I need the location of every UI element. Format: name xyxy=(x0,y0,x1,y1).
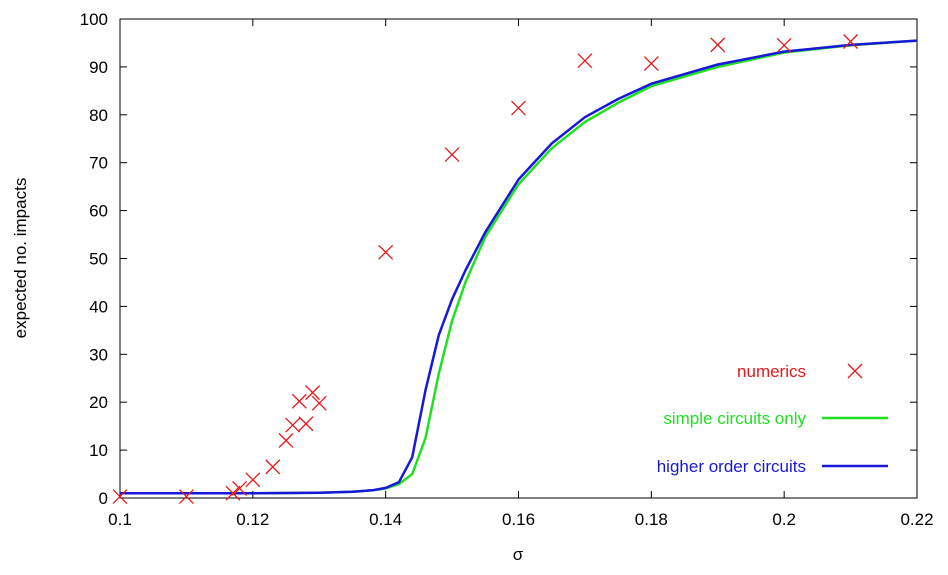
legend-label: simple circuits only xyxy=(663,409,806,428)
data-point xyxy=(265,459,281,475)
data-point xyxy=(291,393,307,409)
x-tick-label: 0.2 xyxy=(772,510,796,529)
x-tick-label: 0.14 xyxy=(369,510,402,529)
x-tick-label: 0.18 xyxy=(635,510,668,529)
data-point xyxy=(178,489,194,505)
x-tick-label: 0.12 xyxy=(236,510,269,529)
data-point xyxy=(311,395,327,411)
data-point xyxy=(378,244,394,260)
data-point xyxy=(225,485,241,501)
y-tick-label: 20 xyxy=(89,393,108,412)
data-point xyxy=(843,34,859,49)
data-point xyxy=(511,100,526,116)
legend-label: numerics xyxy=(737,362,806,381)
data-point xyxy=(305,385,321,401)
series-line-2 xyxy=(120,39,918,495)
data-point xyxy=(444,147,460,163)
legend: numerics simple circuits only higher order… xyxy=(657,362,888,476)
y-axis-label: expected no. impacts xyxy=(11,178,30,339)
data-point xyxy=(577,53,593,69)
y-tick-label: 80 xyxy=(89,106,108,125)
data-point xyxy=(112,489,128,505)
x-tick-label: 0.22 xyxy=(900,510,933,529)
legend-label: higher order circuits xyxy=(657,457,806,476)
data-point xyxy=(298,416,314,432)
legend-swatch xyxy=(847,363,863,379)
series-lines xyxy=(120,39,918,495)
data-point xyxy=(710,37,726,53)
data-point xyxy=(285,417,301,433)
data-point xyxy=(245,472,261,488)
y-tick-label: 30 xyxy=(89,345,108,364)
y-tick-label: 60 xyxy=(89,202,108,221)
y-tick-label: 100 xyxy=(80,10,108,29)
data-point xyxy=(643,56,659,72)
data-point xyxy=(776,37,792,53)
series-points xyxy=(112,34,859,505)
y-tick-label: 0 xyxy=(99,489,108,508)
data-point xyxy=(232,480,248,496)
y-tick-label: 90 xyxy=(89,58,108,77)
y-tick-label: 70 xyxy=(89,154,108,173)
data-point xyxy=(278,433,294,448)
y-tick-label: 50 xyxy=(89,250,108,269)
x-axis-label: σ xyxy=(513,545,524,564)
x-tick-label: 0.1 xyxy=(108,510,132,529)
x-tick-label: 0.16 xyxy=(502,510,535,529)
y-tick-label: 10 xyxy=(89,441,108,460)
axis-ticks: 0.1 0.12 0.14 0.16 0.18 0.2 0.22 0 10 20 30 40 50 60 7… xyxy=(80,10,934,529)
y-tick-label: 40 xyxy=(89,297,108,316)
